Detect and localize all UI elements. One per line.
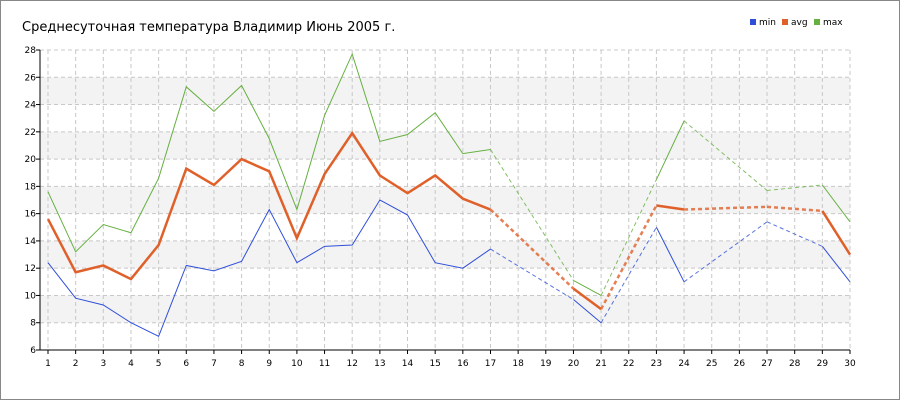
y-tick-label: 26: [25, 73, 37, 83]
x-tick-label: 8: [239, 359, 245, 369]
gap-bridge: [683, 221, 768, 283]
x-tick-label: 27: [761, 359, 772, 369]
legend-label: min: [759, 18, 776, 28]
x-tick-label: 20: [568, 359, 580, 369]
x-tick-label: 23: [651, 359, 662, 369]
gap-bridge: [766, 205, 823, 213]
y-tick-label: 18: [25, 182, 37, 192]
x-tick-label: 5: [156, 359, 162, 369]
x-tick-label: 15: [429, 359, 440, 369]
y-tick-label: 12: [25, 264, 36, 274]
gap-bridge: [600, 227, 657, 323]
legend-label: max: [823, 18, 843, 28]
gap-bridge: [766, 184, 823, 191]
x-tick-label: 4: [128, 359, 134, 369]
x-tick-label: 7: [211, 359, 217, 369]
y-tick-label: 6: [30, 346, 36, 356]
x-tick-label: 3: [100, 359, 106, 369]
gap-bridge: [490, 149, 574, 281]
legend-swatch: [782, 19, 788, 25]
x-tick-label: 28: [789, 359, 801, 369]
x-tick-label: 21: [595, 359, 606, 369]
x-tick-label: 1: [45, 359, 51, 369]
x-tick-label: 14: [402, 359, 414, 369]
band: [40, 77, 850, 105]
x-tick-label: 13: [374, 359, 385, 369]
y-tick-label: 20: [25, 155, 37, 165]
y-tick-label: 28: [25, 46, 37, 56]
band: [40, 131, 850, 160]
x-tick-label: 22: [623, 359, 634, 369]
x-tick-label: 11: [319, 359, 330, 369]
band: [40, 240, 850, 269]
x-tick-label: 18: [512, 359, 524, 369]
gap-bridge: [490, 248, 574, 300]
x-tick-label: 29: [817, 359, 829, 369]
legend-label: avg: [791, 18, 808, 28]
x-tick-label: 12: [346, 359, 357, 369]
gap-bridge: [766, 221, 823, 247]
series-line: [46, 130, 852, 311]
x-tick-label: 16: [457, 359, 469, 369]
gap-bridge: [600, 204, 658, 310]
y-tick-label: 22: [25, 128, 36, 138]
y-tick-label: 16: [25, 210, 37, 220]
band: [40, 295, 850, 323]
y-tick-label: 14: [25, 237, 37, 247]
x-tick-label: 17: [485, 359, 496, 369]
x-tick-label: 25: [706, 359, 717, 369]
bands: [40, 77, 850, 323]
gap-bridge: [600, 179, 657, 296]
legend-swatch: [814, 19, 820, 25]
x-tick-label: 30: [844, 359, 856, 369]
x-tick-label: 26: [734, 359, 746, 369]
x-tick-label: 6: [183, 359, 189, 369]
x-tick-label: 19: [540, 359, 552, 369]
chart-title: Среднесуточная температура Владимир Июнь…: [22, 20, 395, 35]
series-line: [47, 52, 851, 296]
x-tick-label: 9: [266, 359, 272, 369]
series-line: [47, 199, 851, 338]
x-tick-label: 24: [678, 359, 690, 369]
legend-swatch: [750, 19, 756, 25]
x-tick-label: 2: [73, 359, 79, 369]
gap-bridge: [489, 208, 575, 290]
y-tick-label: 24: [25, 101, 37, 111]
y-tick-label: 10: [25, 291, 37, 301]
band: [40, 186, 850, 214]
x-tick-label: 10: [291, 359, 303, 369]
y-tick-label: 8: [30, 319, 36, 329]
